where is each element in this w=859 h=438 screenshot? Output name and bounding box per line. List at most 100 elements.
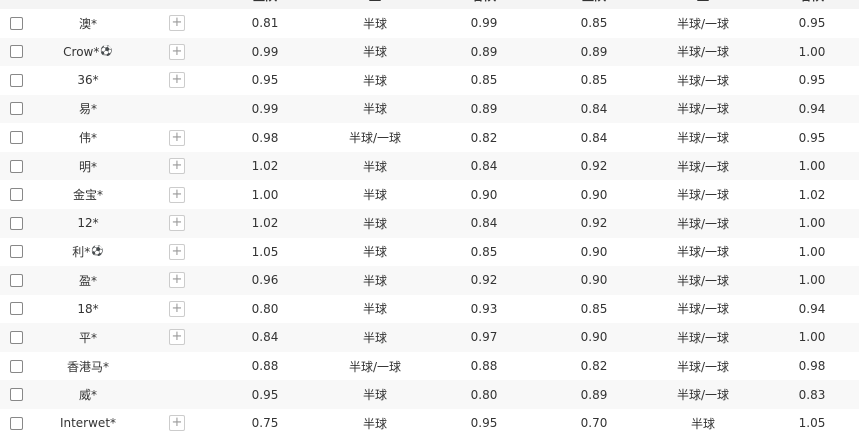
row-checkbox[interactable] [9, 302, 23, 316]
away-odds-2: 0.83 [798, 387, 826, 402]
home-odds: 0.80 [251, 301, 279, 316]
plus-icon[interactable]: + [169, 215, 185, 232]
header-away-odds: 客队 [430, 0, 538, 9]
table-row: 香港马* 0.88 半球/一球 0.88 0.82 半球/一球 0.98 [0, 351, 859, 381]
bookmaker-name: 威* [78, 388, 97, 403]
plus-icon[interactable]: + [169, 329, 185, 346]
bookmaker-name: 香港马* [66, 359, 109, 374]
handicap: 半球 [362, 16, 387, 31]
home-odds: 1.02 [251, 216, 279, 231]
row-checkbox[interactable] [9, 216, 23, 230]
handicap-2: 半球/一球 [676, 102, 730, 117]
soccer-ball-icon: ⚽ [91, 246, 104, 258]
away-odds: 0.84 [470, 159, 498, 174]
row-checkbox[interactable] [9, 273, 23, 287]
plus-icon[interactable]: + [169, 72, 185, 89]
table-row: 金宝* +1.00 半球 0.90 0.90 半球/一球 1.02 [0, 180, 859, 209]
handicap: 半球 [362, 102, 387, 117]
bookmaker-name: 18* [77, 301, 99, 316]
table-row: 明* +1.02 半球 0.84 0.92 半球/一球 1.00 [0, 151, 859, 181]
home-odds-2: 0.90 [580, 187, 608, 202]
plus-icon[interactable]: + [169, 129, 185, 146]
away-odds: 0.89 [470, 44, 498, 59]
table-row: 威* 0.95 半球 0.80 0.89 半球/一球 0.83 [0, 380, 859, 409]
table-row: 澳* +0.81 半球 0.99 0.85 半球/一球 0.95 [0, 9, 859, 38]
handicap-2: 半球/一球 [676, 73, 730, 88]
plus-icon[interactable]: + [169, 158, 185, 175]
handicap-2: 半球/一球 [676, 359, 730, 374]
bookmaker-name: 伟* [78, 131, 97, 146]
away-odds-2: 0.94 [798, 301, 826, 316]
row-checkbox[interactable] [9, 388, 23, 402]
row-checkbox[interactable] [9, 73, 23, 87]
plus-icon[interactable]: + [169, 272, 185, 289]
away-odds: 0.92 [470, 273, 498, 288]
handicap-2: 半球/一球 [676, 16, 730, 31]
row-checkbox[interactable] [9, 45, 23, 59]
home-odds: 0.95 [251, 73, 279, 88]
home-odds-2: 0.85 [580, 16, 608, 31]
handicap: 半球 [362, 216, 387, 231]
handicap-2: 半球/一球 [676, 330, 730, 345]
away-odds-2: 0.95 [798, 73, 826, 88]
bookmaker-name: 12* [77, 216, 99, 231]
handicap-2: 半球/一球 [676, 302, 730, 317]
handicap-2: 半球/一球 [676, 245, 730, 260]
away-odds: 0.80 [470, 387, 498, 402]
bookmaker-name: Interwet* [59, 416, 117, 431]
table-row: 伟* +0.98 半球/一球 0.82 0.84 半球/一球 0.95 [0, 123, 859, 152]
handicap-2: 半球/一球 [676, 131, 730, 146]
handicap: 半球 [362, 159, 387, 174]
bookmaker-name: 36* [77, 73, 99, 88]
handicap: 半球 [362, 45, 387, 60]
plus-icon[interactable]: + [169, 415, 185, 432]
plus-icon[interactable]: + [169, 15, 185, 32]
away-odds-2: 1.00 [798, 244, 826, 259]
row-checkbox[interactable] [9, 330, 23, 344]
handicap-2: 半球/一球 [676, 388, 730, 403]
handicap: 半球 [362, 388, 387, 403]
handicap: 半球 [362, 73, 387, 88]
away-odds: 0.99 [470, 16, 498, 31]
table-row: 12* +1.02 半球 0.84 0.92 半球/一球 1.00 [0, 208, 859, 238]
row-checkbox[interactable] [9, 131, 23, 145]
bookmaker-name: 明* [78, 159, 97, 174]
table-row: 36* +0.95 半球 0.85 0.85 半球/一球 0.95 [0, 66, 859, 95]
bookmaker-name: 平* [78, 330, 97, 345]
plus-icon[interactable]: + [169, 43, 185, 60]
row-checkbox[interactable] [9, 16, 23, 30]
plus-icon[interactable]: + [169, 243, 185, 260]
home-odds: 0.96 [251, 273, 279, 288]
away-odds-2: 0.95 [798, 130, 826, 145]
away-odds: 0.90 [470, 187, 498, 202]
home-odds-2: 0.90 [580, 244, 608, 259]
table-row: 易* 0.99 半球 0.89 0.84 半球/一球 0.94 [0, 94, 859, 124]
row-checkbox[interactable] [9, 245, 23, 259]
home-odds: 0.95 [251, 387, 279, 402]
row-checkbox[interactable] [9, 188, 23, 202]
table-row: 18* +0.80 半球 0.93 0.85 半球/一球 0.94 [0, 294, 859, 324]
row-checkbox[interactable] [9, 359, 23, 373]
row-checkbox[interactable] [9, 159, 23, 173]
handicap: 半球/一球 [348, 359, 402, 374]
home-odds: 0.81 [251, 16, 279, 31]
home-odds-2: 0.85 [580, 73, 608, 88]
home-odds: 1.00 [251, 187, 279, 202]
away-odds: 0.89 [470, 101, 498, 116]
row-checkbox[interactable] [9, 102, 23, 116]
table-row: 盈* +0.96 半球 0.92 0.90 半球/一球 1.00 [0, 266, 859, 295]
plus-icon[interactable]: + [169, 186, 185, 203]
away-odds: 0.88 [470, 359, 498, 374]
home-odds: 0.84 [251, 330, 279, 345]
home-odds-2: 0.82 [580, 359, 608, 374]
table-row: Interwet* +0.75 半球 0.95 0.70 半球 1.05 [0, 408, 859, 438]
handicap: 半球 [362, 416, 387, 431]
row-checkbox[interactable] [9, 416, 23, 430]
handicap-2: 半球/一球 [676, 188, 730, 203]
handicap: 半球 [362, 302, 387, 317]
table-row: 利* ⚽ +1.05 半球 0.85 0.90 半球/一球 1.00 [0, 237, 859, 267]
home-odds-2: 0.85 [580, 301, 608, 316]
away-odds-2: 1.00 [798, 330, 826, 345]
plus-icon[interactable]: + [169, 300, 185, 317]
